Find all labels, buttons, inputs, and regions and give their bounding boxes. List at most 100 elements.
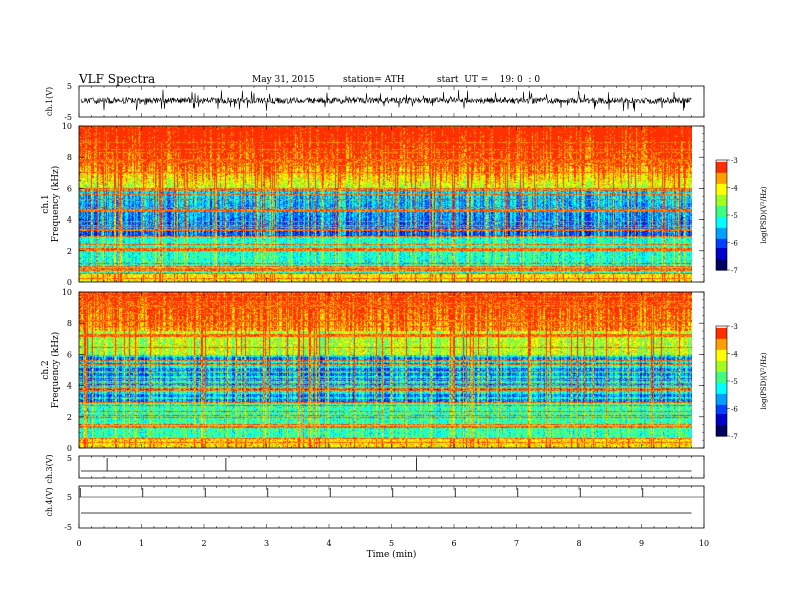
colorbar-swatch xyxy=(716,207,727,211)
colorbar-swatch xyxy=(716,202,727,205)
colorbar-swatch xyxy=(716,417,727,421)
colorbar-swatch xyxy=(716,342,727,345)
colorbar-swatch xyxy=(716,249,727,253)
colorbar-swatch xyxy=(716,388,727,391)
colorbar-tick-label: -5 xyxy=(731,212,738,220)
colorbar-swatch xyxy=(716,160,727,163)
ch3-waveform-panel: 5 ch.3(V) xyxy=(45,454,705,484)
colorbar-swatch xyxy=(716,401,727,404)
colorbar-swatch xyxy=(716,371,727,375)
colorbar-swatch xyxy=(716,182,727,185)
ch4-ytick: 5 xyxy=(67,493,72,502)
ch4-ytick: -5 xyxy=(64,523,72,532)
colorbar-swatch xyxy=(716,373,727,377)
colorbar-swatch xyxy=(716,257,727,260)
colorbar-swatch xyxy=(716,348,727,351)
colorbar-swatch xyxy=(716,426,727,430)
colorbar-swatch xyxy=(716,180,727,183)
colorbar-swatch xyxy=(716,198,727,201)
x-tick-label: 10 xyxy=(699,539,709,548)
time-axis: 0 1 2 3 4 5 6 7 8 9 10 Time (min) xyxy=(76,539,709,560)
colorbar-swatch xyxy=(716,329,727,333)
colorbar-swatch xyxy=(716,355,727,358)
x-tick-label: 7 xyxy=(514,539,519,548)
colorbar-swatch xyxy=(716,419,727,422)
colorbar-swatch xyxy=(716,423,727,426)
colorbar-swatch xyxy=(716,393,727,397)
colorbar-swatch xyxy=(716,375,727,378)
colorbar-label: log(PSD)(V²/Hz) xyxy=(760,186,768,243)
colorbar-swatch xyxy=(716,167,727,170)
colorbar-label: log(PSD)(V²/Hz) xyxy=(760,352,768,409)
colorbar-swatch xyxy=(716,218,727,222)
colorbar-swatch xyxy=(716,205,727,209)
colorbar-swatch xyxy=(716,194,727,198)
ch1-spectrogram-ylabel2: Frequency (kHz) xyxy=(50,166,61,243)
colorbar-swatch xyxy=(716,178,727,181)
colorbar-swatch xyxy=(716,211,727,214)
start-ut-label: start UT = 19: 0 : 0 xyxy=(437,75,541,85)
colorbar-swatch xyxy=(716,187,727,190)
colorbar-swatch xyxy=(716,165,727,168)
colorbar-swatch xyxy=(716,377,727,380)
colorbar-swatch xyxy=(716,235,727,238)
colorbar-swatch xyxy=(716,220,727,223)
colorbar-swatch xyxy=(716,259,727,262)
colorbar-swatch xyxy=(716,213,727,216)
ch2-spectrogram-ytick-label: 8 xyxy=(67,319,72,328)
ch4-frame xyxy=(78,485,705,529)
colorbar-swatch xyxy=(716,204,727,207)
colorbar-swatch xyxy=(716,169,727,172)
x-tick-label: 8 xyxy=(576,539,581,548)
colorbar-swatch xyxy=(716,191,727,194)
colorbar-swatch xyxy=(716,193,727,196)
colorbar-swatch xyxy=(716,222,727,225)
colorbar-swatch xyxy=(716,327,727,331)
x-tick-label: 0 xyxy=(76,539,81,548)
colorbar-swatch xyxy=(716,430,727,433)
colorbar-swatch xyxy=(716,386,727,389)
colorbar-swatch xyxy=(716,248,727,251)
colorbar-swatch xyxy=(716,370,727,373)
ch1-ytick: -5 xyxy=(64,113,72,122)
colorbar-swatch xyxy=(716,172,727,176)
colorbar-tick-label: -3 xyxy=(731,157,738,165)
colorbar-swatch xyxy=(716,357,727,360)
ch1-spectrogram-ytick-label: 0 xyxy=(67,278,72,287)
x-tick-label: 4 xyxy=(326,539,331,548)
colorbar-swatch xyxy=(716,238,727,242)
ch1-ytick: 5 xyxy=(67,82,72,91)
ch2-spectrogram-panel: 0 2 4 6 8 10 ch.2 Frequency (kHz) xyxy=(41,288,705,453)
ch1-spectrogram-ytick-label: 4 xyxy=(67,216,72,225)
colorbar-swatch xyxy=(716,412,727,415)
x-tick-label: 5 xyxy=(389,539,394,548)
colorbar-swatch xyxy=(716,432,727,435)
colorbar-swatch xyxy=(716,174,727,178)
colorbar-tick-label: -7 xyxy=(731,433,738,441)
colorbar-swatch xyxy=(716,229,727,233)
colorbar-swatch xyxy=(716,434,727,437)
colorbar-swatch xyxy=(716,231,727,234)
colorbar-tick-label: -4 xyxy=(731,351,738,359)
ch1-spectrogram-ytick-label: 6 xyxy=(67,184,72,193)
colorbar-swatch xyxy=(716,346,727,349)
colorbar-swatch xyxy=(716,240,727,244)
colorbar-swatch xyxy=(716,331,727,334)
ch2-spectrogram-ylabel2: Frequency (kHz) xyxy=(50,332,61,409)
colorbar-swatch xyxy=(716,395,727,399)
colorbar-swatch xyxy=(716,392,727,395)
colorbar-swatch xyxy=(716,161,727,165)
colorbar-swatch xyxy=(716,260,727,264)
ch3-ytick: 5 xyxy=(67,454,72,463)
ch2-spectrogram-ylabel: ch.2 xyxy=(41,360,51,379)
ch4-ylabel: ch.4(V) xyxy=(45,487,54,516)
ch2-spectrogram-ytick-label: 2 xyxy=(67,413,72,422)
colorbar-swatch xyxy=(716,255,727,258)
colorbar-swatch xyxy=(716,189,727,192)
colorbar-swatch xyxy=(716,353,727,356)
ch1-waveform-panel: 5 -5 ch.1(V) xyxy=(45,82,705,122)
x-tick-label: 3 xyxy=(264,539,269,548)
colorbar-tick-label: -4 xyxy=(731,185,738,193)
x-tick-label: 2 xyxy=(201,539,206,548)
